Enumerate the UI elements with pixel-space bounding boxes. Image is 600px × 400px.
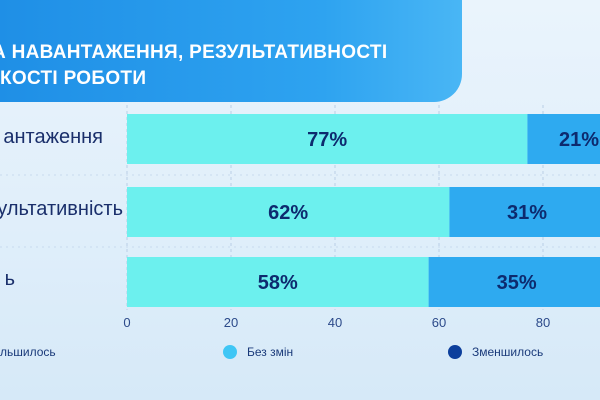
bar-segment (449, 187, 600, 237)
data-label: 77% (307, 129, 347, 151)
legend-dot-decreased (448, 345, 462, 359)
legend-item-increased: льшилось (0, 345, 56, 359)
data-label: 31% (507, 202, 547, 224)
x-tick-label: 40 (328, 315, 342, 330)
x-tick-label: 0 (123, 315, 130, 330)
chart-header-banner: НА НАВАНТАЖЕННЯ, РЕЗУЛЬТАТИВНОСТІ КОСТІ … (0, 0, 462, 102)
legend-label: льшилось (0, 345, 56, 359)
bar-segment (127, 114, 528, 164)
data-label: 62% (268, 202, 308, 224)
data-label: 35% (497, 272, 537, 294)
category-label: ь (4, 268, 15, 290)
bar-segment (428, 257, 600, 307)
legend-label: Без змін (247, 345, 294, 359)
legend-item-unchanged: Без змін (223, 345, 293, 359)
bar-segment (527, 114, 600, 164)
bar-segment (127, 187, 450, 237)
legend-dot-unchanged (223, 345, 237, 359)
x-tick-label: 20 (224, 315, 238, 330)
category-label: ультативність (0, 198, 123, 220)
data-label: 21% (559, 129, 599, 151)
bar-segment (127, 257, 429, 307)
data-label: 58% (258, 272, 298, 294)
x-tick-label: 80 (536, 315, 550, 330)
category-label: антаження (3, 126, 103, 148)
x-tick-label: 60 (432, 315, 446, 330)
chart-title: НА НАВАНТАЖЕННЯ, РЕЗУЛЬТАТИВНОСТІ КОСТІ … (0, 42, 388, 89)
legend-item-decreased: Зменшилось (448, 345, 543, 359)
legend-label: Зменшилось (472, 345, 544, 359)
